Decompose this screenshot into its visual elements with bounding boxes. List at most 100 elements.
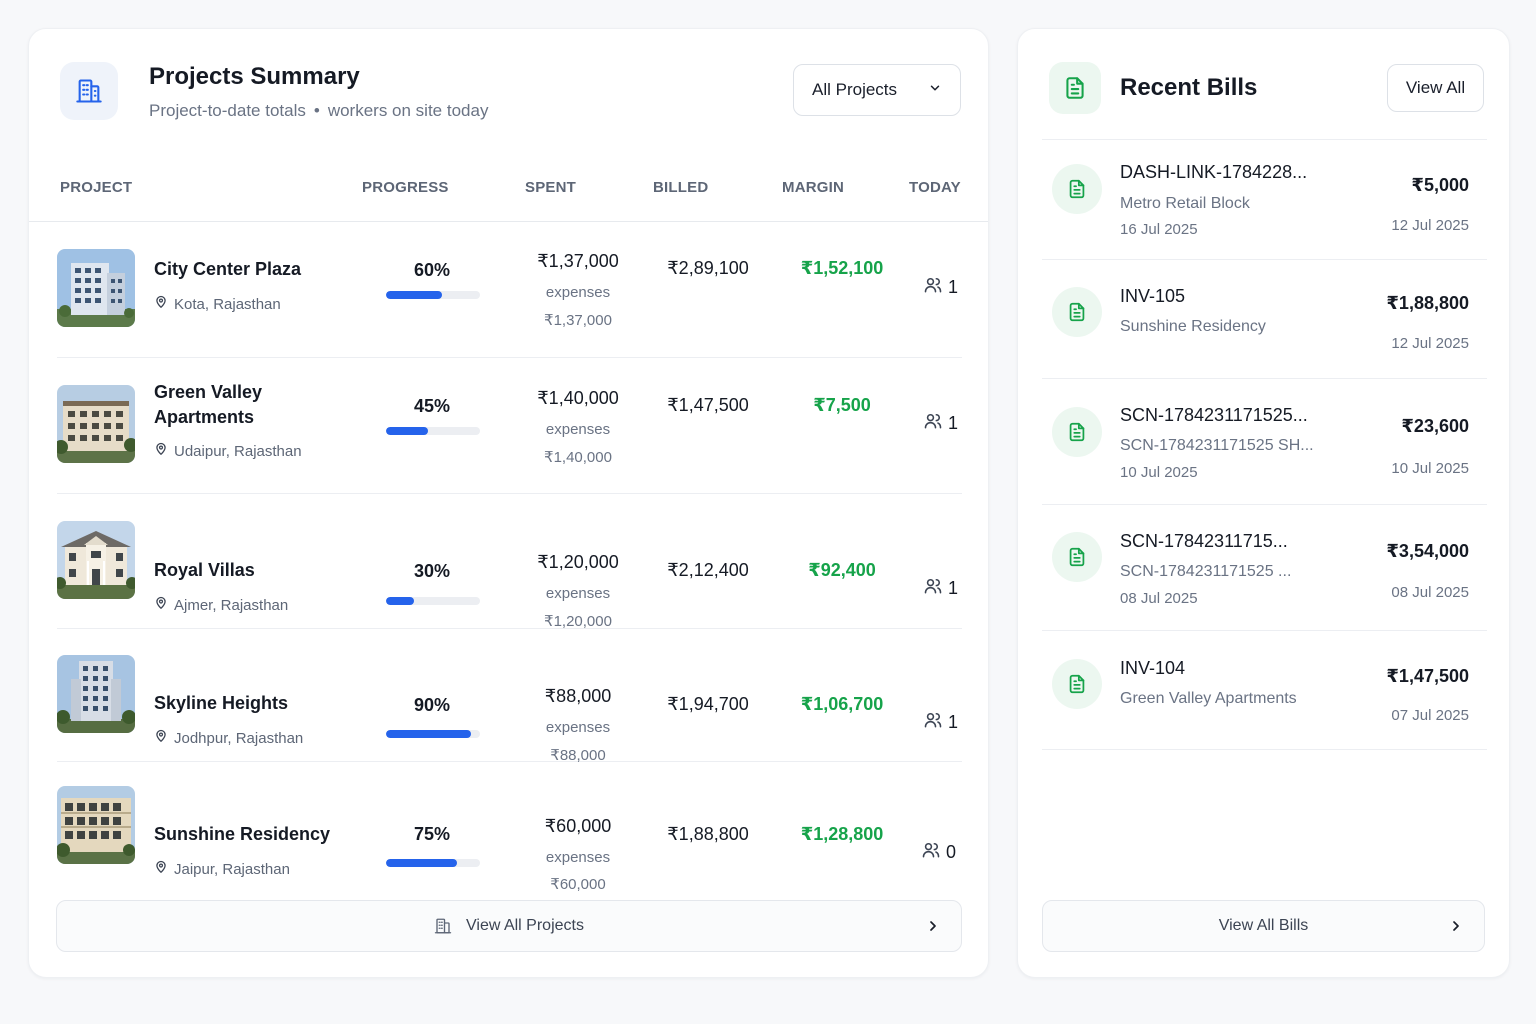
progress-bar-fill — [386, 859, 457, 867]
map-pin-icon — [154, 295, 168, 313]
bill-date: 10 Jul 2025 — [1120, 464, 1198, 481]
column-header-spent[interactable]: SPENT — [525, 179, 577, 196]
expenses-label: expenses — [545, 719, 611, 736]
expenses-value: ₹88,000 — [550, 747, 606, 764]
progress-percent: 75% — [413, 824, 451, 844]
billed-value: ₹1,88,800 — [667, 824, 749, 844]
table-row[interactable]: Sunshine Residency Jaipur, Rajasthan 75%… — [57, 762, 962, 897]
column-header-project[interactable]: PROJECT — [60, 179, 133, 196]
bill-id: DASH-LINK-1784228... — [1120, 162, 1308, 182]
margin-value: ₹7,500 — [813, 395, 871, 415]
users-icon — [923, 710, 943, 735]
table-header: PROJECT PROGRESS SPENT BILLED MARGIN TOD… — [29, 174, 988, 222]
chevron-right-icon — [925, 918, 941, 939]
bill-item[interactable]: INV-104 Green Valley Apartments ₹1,47,50… — [1042, 630, 1487, 750]
project-filter-dropdown[interactable]: All Projects — [793, 64, 961, 116]
expenses-value: ₹1,37,000 — [544, 312, 612, 329]
bill-due-date: 12 Jul 2025 — [1391, 217, 1469, 234]
project-thumbnail — [57, 521, 135, 599]
workers-today: 1 — [923, 576, 958, 601]
margin-value: ₹1,06,700 — [800, 694, 884, 714]
table-row[interactable]: Royal Villas Ajmer, Rajasthan 30% ₹1,20,… — [57, 494, 962, 630]
users-icon — [923, 576, 943, 601]
bill-project: Sunshine Residency — [1120, 318, 1266, 335]
progress-percent: 60% — [413, 260, 451, 280]
project-filter-value: All Projects — [812, 80, 898, 99]
progress-bar-fill — [386, 291, 443, 299]
project-location-text: Udaipur, Rajasthan — [174, 442, 302, 460]
bill-project: Metro Retail Block — [1120, 195, 1250, 212]
project-name[interactable]: Royal Villas — [154, 560, 255, 580]
spent-value: ₹1,20,000 — [537, 552, 619, 572]
margin-value: ₹1,52,100 — [800, 258, 884, 278]
bill-due-date: 07 Jul 2025 — [1391, 707, 1469, 724]
table-row[interactable]: Skyline Heights Jodhpur, Rajasthan 90% ₹… — [57, 629, 962, 764]
expenses-value: ₹1,40,000 — [544, 449, 612, 466]
project-name[interactable]: City Center Plaza — [154, 259, 302, 279]
view-all-bills-label: View All Bills — [1218, 917, 1309, 934]
table-row[interactable]: Green Valley Apartments Udaipur, Rajasth… — [57, 358, 962, 494]
column-header-billed[interactable]: BILLED — [653, 179, 709, 196]
progress-bar-fill — [386, 597, 415, 605]
expenses-label: expenses — [545, 284, 611, 301]
workers-today: 1 — [923, 275, 958, 300]
users-icon — [921, 840, 941, 865]
building-icon — [60, 62, 118, 120]
progress-bar-fill — [386, 427, 429, 435]
workers-today: 1 — [923, 710, 958, 735]
subtitle-separator: • — [313, 101, 320, 120]
users-icon — [923, 275, 943, 300]
bill-amount: ₹5,000 — [1411, 175, 1469, 195]
project-location: Kota, Rajasthan — [154, 295, 281, 313]
view-all-bills-footer-button[interactable]: View All Bills — [1042, 900, 1485, 952]
map-pin-icon — [154, 860, 168, 878]
bill-item[interactable]: SCN-17842311715... SCN-1784231171525 ...… — [1042, 504, 1487, 630]
progress-percent: 90% — [413, 695, 451, 715]
bill-amount: ₹3,54,000 — [1386, 541, 1469, 561]
view-all-projects-button[interactable]: View All Projects — [56, 900, 962, 952]
document-icon — [1052, 532, 1102, 582]
progress-bar — [386, 597, 480, 605]
project-name[interactable]: Sunshine Residency — [154, 824, 331, 844]
page-title: Projects Summary — [149, 63, 360, 90]
column-header-today[interactable]: TODAY — [909, 179, 961, 196]
spent-value: ₹60,000 — [544, 816, 612, 836]
project-thumbnail — [57, 655, 135, 733]
column-header-progress[interactable]: PROGRESS — [362, 179, 449, 196]
bill-amount: ₹1,88,800 — [1386, 293, 1469, 313]
workers-today: 0 — [921, 840, 956, 865]
project-location: Udaipur, Rajasthan — [154, 442, 302, 460]
billed-value: ₹2,12,400 — [667, 560, 749, 580]
bill-id: SCN-1784231171525... — [1120, 405, 1308, 425]
bill-id: SCN-17842311715... — [1120, 531, 1288, 551]
project-location-text: Jaipur, Rajasthan — [174, 860, 290, 878]
view-all-bills-button[interactable]: View All — [1387, 64, 1484, 112]
billed-value: ₹1,94,700 — [667, 694, 749, 714]
workers-count: 1 — [948, 413, 959, 433]
project-thumbnail — [57, 249, 135, 327]
map-pin-icon — [154, 729, 168, 747]
recent-bills-title: Recent Bills — [1120, 74, 1258, 101]
column-header-margin[interactable]: MARGIN — [782, 179, 845, 196]
table-row[interactable]: City Center Plaza Kota, Rajasthan 60% ₹1… — [57, 223, 962, 358]
project-name[interactable]: Green Valley Apartments — [154, 382, 263, 427]
expenses-label: expenses — [545, 585, 611, 602]
building-icon — [434, 917, 452, 935]
workers-count: 0 — [946, 842, 957, 862]
bill-id: INV-104 — [1120, 658, 1186, 678]
subtitle: Project-to-date totals • workers on site t… — [149, 101, 488, 121]
expenses-value: ₹1,20,000 — [544, 613, 612, 630]
project-thumbnail — [57, 786, 135, 864]
view-all-projects-label: View All Projects — [466, 917, 584, 934]
project-location: Jodhpur, Rajasthan — [154, 729, 303, 747]
bill-amount: ₹1,47,500 — [1386, 666, 1469, 686]
bill-item[interactable]: DASH-LINK-1784228... Metro Retail Block … — [1042, 139, 1487, 259]
project-name[interactable]: Skyline Heights — [154, 693, 289, 713]
bill-item[interactable]: SCN-1784231171525... SCN-1784231171525 S… — [1042, 378, 1487, 504]
bill-project: SCN-1784231171525 ... — [1120, 563, 1292, 580]
bill-item[interactable]: INV-105 Sunshine Residency ₹1,88,800 12 … — [1042, 259, 1487, 378]
subtitle-totals: Project-to-date totals — [149, 101, 306, 120]
bill-due-date: 08 Jul 2025 — [1391, 584, 1469, 601]
document-icon — [1049, 62, 1101, 114]
projects-summary-card: Projects Summary Project-to-date totals •… — [28, 28, 989, 978]
